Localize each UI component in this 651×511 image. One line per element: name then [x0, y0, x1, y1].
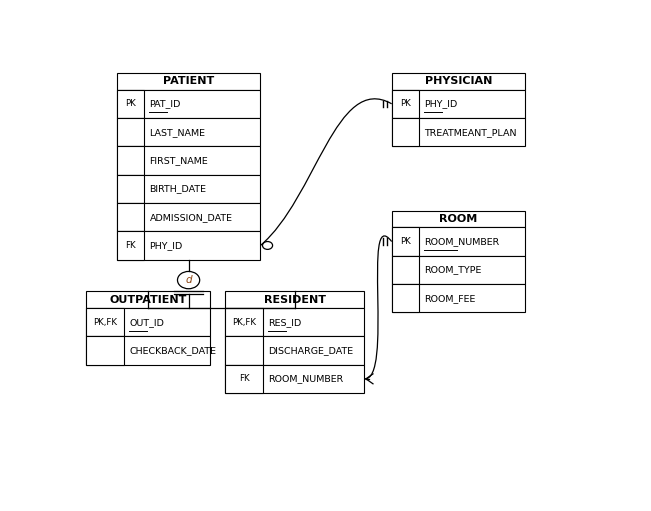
Bar [87, 308, 210, 336]
Bar [117, 146, 260, 175]
Text: PK,FK: PK,FK [93, 318, 117, 327]
Bar [117, 73, 260, 89]
Text: PHY_ID: PHY_ID [424, 99, 458, 108]
Bar [87, 308, 124, 336]
Bar [225, 336, 263, 365]
Bar [392, 227, 525, 256]
Text: ROOM_FEE: ROOM_FEE [424, 294, 476, 303]
Bar [225, 336, 364, 365]
Bar [392, 256, 525, 284]
Bar [392, 284, 525, 312]
Text: ROOM: ROOM [439, 214, 478, 224]
Text: ROOM_NUMBER: ROOM_NUMBER [424, 237, 500, 246]
Bar [117, 175, 260, 203]
Text: OUT_ID: OUT_ID [130, 318, 164, 327]
Text: RESIDENT: RESIDENT [264, 295, 326, 305]
Bar [117, 89, 260, 118]
Bar [392, 89, 419, 118]
Bar [87, 336, 210, 365]
Bar [392, 227, 419, 256]
Text: ROOM_TYPE: ROOM_TYPE [424, 265, 482, 274]
Text: PK: PK [400, 237, 411, 246]
Text: PK: PK [125, 99, 136, 108]
Text: LAST_NAME: LAST_NAME [150, 128, 206, 136]
Text: PAT_ID: PAT_ID [150, 99, 181, 108]
Text: ROOM_NUMBER: ROOM_NUMBER [268, 375, 343, 383]
Bar [87, 336, 124, 365]
Bar [117, 118, 260, 146]
Bar [392, 256, 419, 284]
Bar [392, 118, 525, 146]
Text: ADMISSION_DATE: ADMISSION_DATE [150, 213, 232, 222]
Bar [117, 203, 260, 231]
Bar [392, 89, 525, 118]
Text: TREATMEANT_PLAN: TREATMEANT_PLAN [424, 128, 517, 136]
Bar [225, 291, 364, 308]
Bar [87, 291, 210, 308]
Text: FIRST_NAME: FIRST_NAME [150, 156, 208, 165]
Bar [392, 284, 419, 312]
Bar [225, 365, 263, 393]
Text: FK: FK [239, 375, 249, 383]
Text: d: d [186, 275, 192, 285]
Text: PHYSICIAN: PHYSICIAN [425, 76, 492, 86]
Bar [392, 118, 419, 146]
Text: PATIENT: PATIENT [163, 76, 214, 86]
Bar [225, 365, 364, 393]
Bar [117, 118, 145, 146]
Text: FK: FK [125, 241, 136, 250]
Text: OUTPATIENT: OUTPATIENT [109, 295, 187, 305]
Bar [392, 211, 525, 227]
Text: RES_ID: RES_ID [268, 318, 301, 327]
Bar [117, 89, 145, 118]
Bar [117, 203, 145, 231]
Bar [392, 73, 525, 89]
Bar [117, 231, 145, 260]
Bar [117, 146, 145, 175]
Text: BIRTH_DATE: BIRTH_DATE [150, 184, 206, 193]
Text: PK: PK [400, 99, 411, 108]
Text: PHY_ID: PHY_ID [150, 241, 183, 250]
Bar [225, 308, 263, 336]
Text: CHECKBACK_DATE: CHECKBACK_DATE [130, 346, 216, 355]
Bar [117, 175, 145, 203]
Bar [225, 308, 364, 336]
Text: DISCHARGE_DATE: DISCHARGE_DATE [268, 346, 353, 355]
Text: PK,FK: PK,FK [232, 318, 256, 327]
Bar [117, 231, 260, 260]
